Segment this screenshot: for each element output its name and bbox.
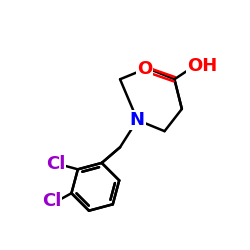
- Text: Cl: Cl: [42, 192, 61, 210]
- Text: N: N: [130, 111, 145, 129]
- Text: OH: OH: [187, 57, 218, 75]
- Text: O: O: [137, 60, 152, 78]
- Text: Cl: Cl: [46, 156, 65, 174]
